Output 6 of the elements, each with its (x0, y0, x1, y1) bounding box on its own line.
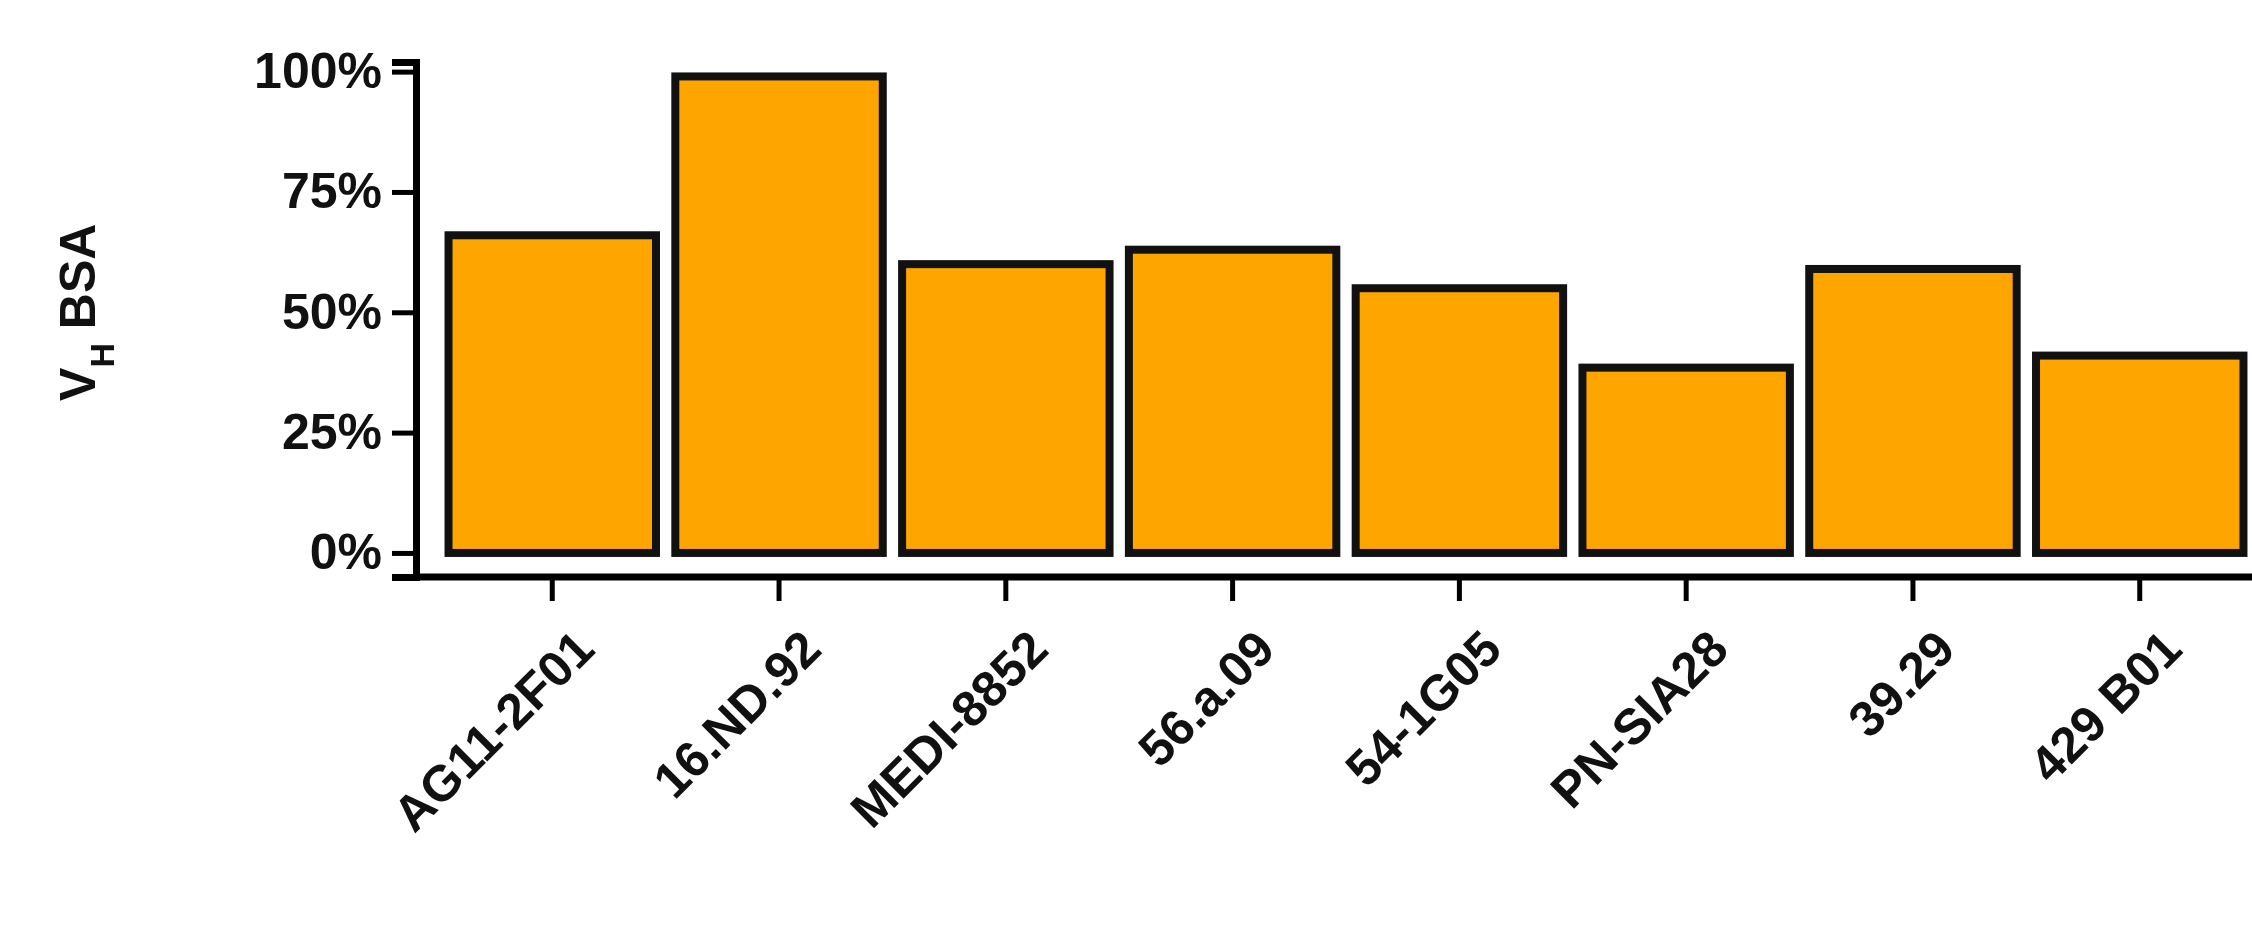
x-tick-label: 429 B01 (2018, 619, 2193, 794)
y-tick-label: 75% (281, 163, 382, 220)
y-tick-label: 0% (309, 524, 382, 581)
y-tick-label: 50% (281, 283, 382, 340)
y-tick-label: 100% (254, 43, 382, 100)
y-tick-label: 25% (281, 404, 382, 461)
